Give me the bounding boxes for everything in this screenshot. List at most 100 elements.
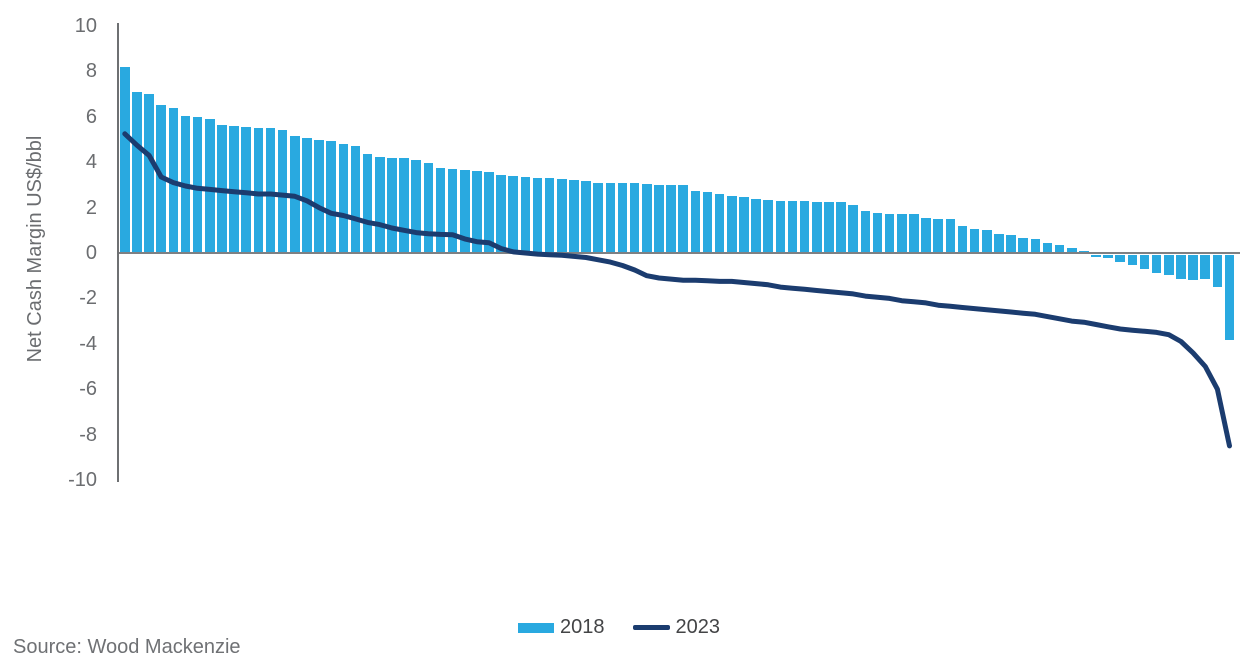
legend-label-2018: 2018: [560, 616, 605, 638]
bar-2018: [617, 182, 628, 253]
bar-2018: [1200, 255, 1211, 279]
bar-2018: [447, 169, 458, 253]
bar-2018: [848, 205, 858, 253]
bar-2018: [860, 211, 871, 253]
bar-2018: [484, 172, 494, 253]
bar-2018: [945, 218, 956, 253]
bar-2018: [435, 167, 446, 253]
zero-baseline: [118, 252, 1240, 254]
bar-2018: [666, 184, 676, 253]
bar-2018: [896, 214, 907, 253]
bar-2018: [727, 196, 737, 253]
bar-2018: [921, 217, 931, 253]
y-tick-label: 10: [74, 15, 97, 37]
bar-2018: [799, 200, 810, 253]
bar-2018: [763, 199, 773, 253]
bar-2018: [1103, 255, 1113, 259]
y-tick-label: 8: [85, 60, 97, 83]
bar-2018: [1042, 242, 1053, 253]
bar-2018: [399, 157, 409, 253]
bar-2018: [884, 214, 895, 253]
y-tick-label: 2: [85, 196, 97, 219]
legend-swatch-2018-bar: [518, 622, 554, 633]
bar-2018: [642, 183, 652, 253]
bar-2018: [411, 159, 421, 253]
bar-2018: [994, 233, 1004, 253]
y-tick-label: 6: [85, 105, 97, 128]
legend-swatch-2023-line: [632, 625, 670, 630]
bar-2018: [1139, 255, 1150, 269]
y-tick-label: 0: [85, 242, 97, 264]
bar-2018: [204, 119, 215, 253]
y-tick-label: -6: [79, 378, 97, 401]
bar-2018: [557, 179, 567, 253]
bar-2018: [520, 176, 531, 253]
bar-2018: [120, 66, 130, 253]
bar-2018: [459, 170, 470, 253]
bar-2018: [775, 200, 786, 253]
bar-2018: [1006, 234, 1016, 253]
bar-2018: [1054, 245, 1065, 253]
y-tick-label: -2: [79, 287, 97, 310]
bar-2018: [423, 163, 434, 253]
legend: 2018 2023: [518, 616, 720, 639]
bar-2018: [544, 178, 555, 253]
bar-2018: [593, 182, 604, 253]
bar-2018: [1030, 239, 1041, 253]
bar-2018: [872, 213, 883, 253]
bar-2018: [1164, 255, 1174, 276]
bar-2018: [581, 181, 591, 253]
bar-2018: [702, 191, 713, 253]
bar-2018: [374, 156, 385, 253]
bar-2018: [350, 146, 361, 253]
line-series-2023: [122, 131, 1232, 449]
bar-2018: [811, 201, 822, 253]
legend-item-2018: 2018: [518, 616, 605, 639]
bar-2018: [957, 225, 968, 253]
bar-2018: [508, 175, 519, 253]
bar-2018: [144, 94, 154, 253]
bar-2018: [569, 180, 579, 253]
bar-2018: [654, 184, 664, 253]
bar-2018: [387, 157, 397, 253]
y-tick-label: -8: [79, 423, 97, 446]
bar-2018: [787, 200, 798, 253]
y-tick-label: -10: [68, 469, 97, 491]
y-axis-line: [117, 23, 119, 482]
bar-2018: [1176, 255, 1186, 279]
bar-2018: [496, 174, 506, 253]
y-tick-label: 4: [85, 151, 97, 174]
bar-2018: [1018, 238, 1028, 253]
bar-2018: [933, 218, 943, 253]
line-2023-path: [122, 131, 1232, 449]
bar-2018: [132, 91, 142, 253]
bar-2018: [302, 138, 312, 253]
bar-2018: [969, 229, 980, 253]
source-note: Source: Wood Mackenzie: [13, 636, 241, 658]
bar-2018: [265, 128, 276, 253]
bar-2018: [1212, 255, 1223, 287]
bar-2018: [532, 178, 543, 253]
bar-2018: [1151, 255, 1162, 274]
bar-series-2018: [118, 26, 1240, 496]
bar-2018: [1127, 255, 1138, 266]
bar-2018: [1224, 255, 1235, 341]
bar-2018: [326, 140, 336, 253]
bar-2018: [314, 139, 324, 253]
bar-2018: [751, 198, 761, 253]
bar-2018: [253, 128, 264, 253]
bar-2018: [836, 201, 846, 253]
bar-2018: [1115, 255, 1126, 262]
bar-2018: [629, 182, 640, 253]
legend-item-2023: 2023: [632, 616, 721, 639]
bar-2018: [714, 193, 725, 253]
bar-2018: [678, 184, 689, 253]
bar-2018: [338, 144, 349, 253]
y-tick-label: -4: [79, 332, 97, 355]
legend-label-2023: 2023: [675, 616, 721, 638]
bar-2018: [739, 197, 749, 253]
bar-2018: [690, 190, 701, 253]
bar-2018: [192, 116, 203, 253]
bar-2018: [909, 214, 919, 253]
